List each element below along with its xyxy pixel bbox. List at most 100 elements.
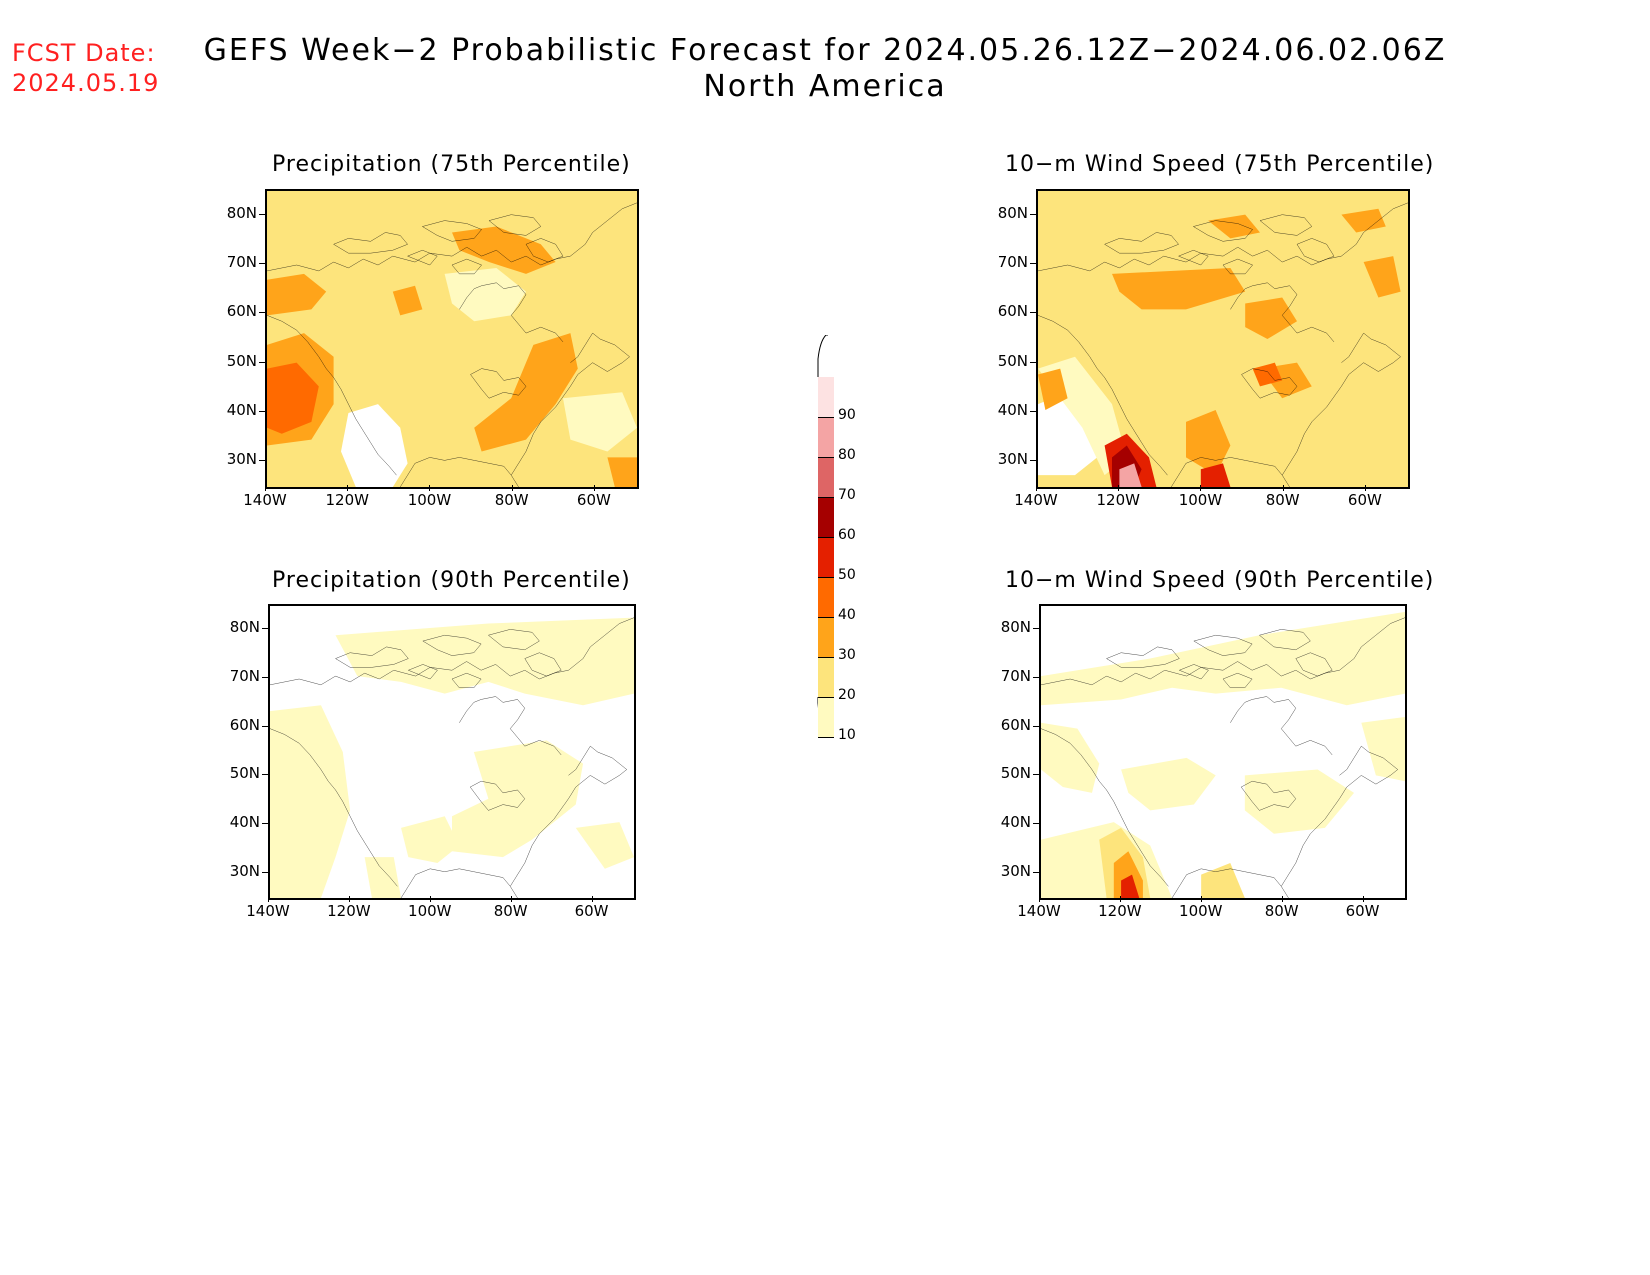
colorbar-swatch bbox=[818, 577, 834, 617]
lat-label: 50N bbox=[1000, 764, 1031, 783]
lon-label: 60W bbox=[1345, 902, 1380, 920]
probability-region bbox=[1341, 208, 1386, 233]
subtitle-line: North America bbox=[703, 69, 947, 104]
lon-label: 140W bbox=[246, 902, 290, 920]
colorbar-swatch bbox=[818, 697, 834, 737]
colorbar-tick bbox=[818, 697, 834, 698]
colorbar-tick bbox=[818, 577, 834, 578]
coastline bbox=[267, 203, 637, 487]
colorbar-swatch bbox=[818, 457, 834, 497]
lat-label: 80N bbox=[229, 618, 260, 637]
map-canvas bbox=[267, 191, 637, 487]
lat-label: 80N bbox=[1000, 618, 1031, 637]
colorbar-swatch bbox=[818, 657, 834, 697]
lon-label: 120W bbox=[325, 491, 369, 509]
probability-region bbox=[444, 267, 526, 322]
probability-region bbox=[267, 362, 319, 434]
lon-tick bbox=[429, 896, 431, 902]
lat-label: 50N bbox=[997, 351, 1028, 370]
probability-region bbox=[364, 857, 402, 898]
lat-tick bbox=[259, 213, 265, 215]
lat-label: 70N bbox=[1000, 667, 1031, 685]
lon-label: 60W bbox=[1347, 491, 1382, 509]
lat-tick bbox=[259, 263, 265, 264]
lat-tick bbox=[262, 628, 268, 630]
colorbar-label: 20 bbox=[838, 687, 856, 703]
lon-label: 120W bbox=[327, 902, 371, 920]
colorbar bbox=[800, 334, 860, 745]
panel-title-wind-75: 10−m Wind Speed (75th Percentile) bbox=[1005, 152, 1435, 177]
lat-tick bbox=[262, 725, 268, 727]
lat-tick bbox=[1030, 411, 1036, 412]
lat-tick bbox=[1030, 312, 1036, 314]
colorbar-tick bbox=[818, 457, 834, 458]
probability-region bbox=[1041, 722, 1100, 793]
probability-region bbox=[1361, 716, 1405, 782]
fcst-date-value: 2024.05.19 bbox=[12, 69, 160, 97]
lon-tick bbox=[511, 485, 513, 491]
lon-tick bbox=[1362, 896, 1364, 902]
lon-tick bbox=[348, 896, 350, 902]
lat-tick bbox=[262, 774, 268, 776]
lat-tick bbox=[262, 823, 268, 824]
lat-tick bbox=[1030, 361, 1036, 363]
probability-region bbox=[452, 740, 584, 858]
lat-label: 70N bbox=[997, 253, 1028, 271]
colorbar-label: 60 bbox=[838, 527, 856, 543]
colorbar-label: 80 bbox=[838, 447, 856, 463]
panel-title-precip-90: Precipitation (90th Percentile) bbox=[272, 568, 631, 593]
colorbar-swatch bbox=[818, 497, 834, 537]
colorbar-swatch bbox=[818, 617, 834, 657]
lon-tick bbox=[1039, 896, 1040, 902]
probability-region bbox=[563, 392, 637, 452]
probability-region bbox=[1245, 297, 1297, 339]
colorbar-graphic bbox=[817, 334, 834, 738]
lat-label: 50N bbox=[229, 764, 260, 783]
probability-region bbox=[270, 705, 351, 898]
lon-tick bbox=[268, 896, 269, 902]
probability-region bbox=[1208, 214, 1260, 239]
lat-label: 60N bbox=[229, 715, 260, 734]
lat-label: 60N bbox=[997, 302, 1028, 321]
map-wind-90 bbox=[1039, 604, 1407, 900]
colorbar-swatch bbox=[818, 377, 834, 417]
lat-tick bbox=[259, 411, 265, 412]
lon-label: 60W bbox=[574, 902, 609, 920]
lon-label: 100W bbox=[1179, 902, 1223, 920]
lat-tick bbox=[262, 871, 268, 873]
probability-region bbox=[392, 285, 423, 316]
lat-tick bbox=[1030, 460, 1036, 462]
lon-tick bbox=[593, 485, 595, 491]
map-canvas bbox=[1041, 606, 1405, 898]
lat-label: 70N bbox=[229, 667, 260, 685]
lat-label: 30N bbox=[997, 450, 1028, 469]
colorbar-swatch bbox=[818, 417, 834, 457]
lat-label: 40N bbox=[997, 401, 1028, 419]
coastline bbox=[1041, 618, 1405, 898]
lon-tick bbox=[265, 485, 266, 491]
lat-label: 80N bbox=[997, 203, 1028, 222]
lat-label: 50N bbox=[226, 351, 257, 370]
colorbar-swatch bbox=[818, 537, 834, 577]
lon-label: 100W bbox=[1178, 491, 1223, 509]
forecast-date-label: FCST Date: 2024.05.19 bbox=[12, 38, 159, 98]
probability-region bbox=[335, 617, 634, 706]
lat-tick bbox=[1033, 823, 1039, 824]
colorbar-tick bbox=[818, 537, 834, 538]
probability-region bbox=[474, 333, 578, 452]
probability-region bbox=[607, 457, 637, 487]
probability-region bbox=[1038, 191, 1408, 487]
probability-region bbox=[1200, 463, 1231, 487]
probability-region bbox=[575, 822, 634, 869]
probability-region bbox=[1038, 368, 1068, 411]
probability-region bbox=[1201, 862, 1245, 898]
coastline bbox=[1038, 203, 1408, 487]
colorbar-label: 70 bbox=[838, 487, 856, 503]
colorbar-tick bbox=[818, 617, 834, 618]
lon-tick bbox=[1200, 485, 1202, 491]
map-canvas bbox=[270, 606, 634, 898]
lon-tick bbox=[1036, 485, 1037, 491]
colorbar-tick bbox=[818, 657, 834, 658]
lat-tick bbox=[259, 312, 265, 314]
lon-label: 140W bbox=[1017, 902, 1061, 920]
